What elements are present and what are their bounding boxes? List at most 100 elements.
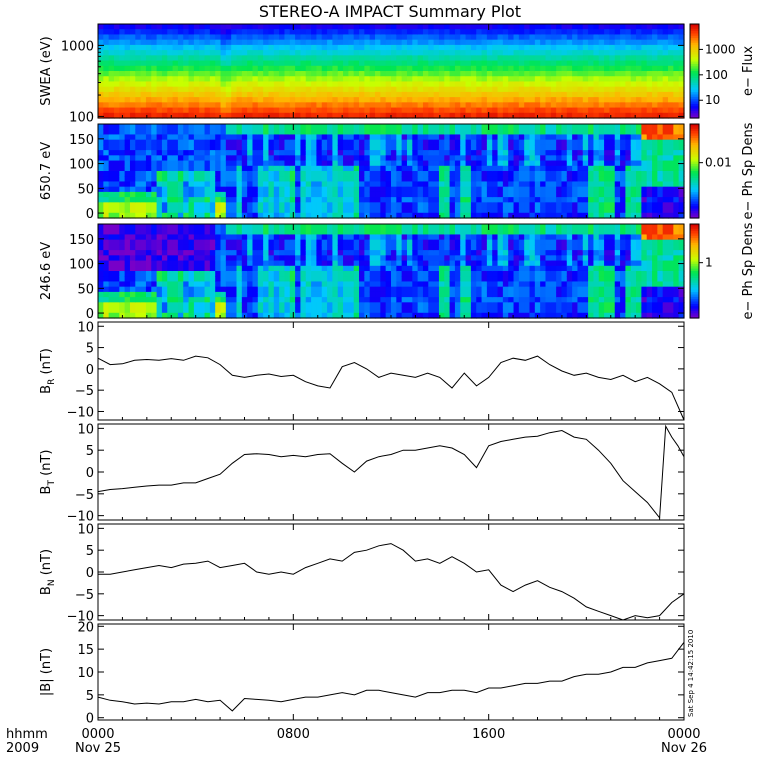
swea-cell bbox=[561, 112, 568, 119]
swea-cell bbox=[119, 81, 126, 88]
pad246-cell bbox=[156, 297, 163, 303]
pad650-cell bbox=[311, 212, 318, 219]
swea-cell bbox=[513, 34, 520, 41]
pad246-cell bbox=[263, 239, 270, 246]
pad650-cell bbox=[657, 124, 664, 130]
pad650-cell bbox=[534, 207, 541, 214]
pad650-cell bbox=[199, 134, 206, 141]
swea-cell bbox=[332, 91, 339, 98]
pad650-cell bbox=[636, 124, 642, 130]
swea-cell bbox=[406, 86, 413, 93]
pad650-cell bbox=[582, 129, 589, 136]
swea-cell bbox=[247, 39, 254, 46]
swea-cell bbox=[140, 71, 147, 77]
pad650-cell bbox=[433, 129, 440, 136]
pad246-cell bbox=[119, 244, 126, 251]
pad650-cell bbox=[375, 144, 381, 151]
pad650-cell bbox=[220, 171, 227, 177]
swea-cell bbox=[98, 112, 104, 119]
swea-cell bbox=[311, 97, 318, 103]
pad246-cell bbox=[215, 239, 222, 246]
pad246-cell bbox=[209, 271, 216, 277]
swea-cell bbox=[540, 81, 547, 88]
pad650-cell bbox=[103, 171, 110, 177]
swea-cell bbox=[284, 102, 291, 109]
pad650-cell bbox=[145, 150, 152, 156]
pad650-cell bbox=[300, 197, 307, 203]
pad650-cell bbox=[577, 181, 584, 188]
pad246-cell bbox=[204, 224, 211, 230]
swea-cell bbox=[657, 102, 664, 109]
swea-cell bbox=[183, 86, 190, 93]
swea-cell bbox=[193, 60, 200, 67]
pad650-cell bbox=[343, 171, 349, 177]
pad650-cell bbox=[614, 129, 621, 136]
pad650-cell bbox=[353, 197, 360, 203]
pad246-cell bbox=[215, 255, 222, 262]
pad650-cell bbox=[572, 171, 579, 177]
swea-cell bbox=[534, 86, 541, 93]
swea-cell bbox=[412, 65, 419, 72]
pad650-cell bbox=[652, 212, 658, 219]
pad650-cell bbox=[145, 207, 152, 214]
swea-cell bbox=[209, 60, 216, 67]
swea-cell bbox=[108, 86, 115, 93]
swea-cell bbox=[98, 39, 104, 46]
colorbar-segment bbox=[690, 145, 699, 149]
pad650-cell bbox=[348, 155, 355, 162]
swea-cell bbox=[598, 97, 605, 103]
pad650-cell bbox=[359, 160, 365, 167]
pad246-cell bbox=[215, 260, 222, 267]
pad246-cell bbox=[327, 224, 333, 230]
pad650-cell bbox=[593, 207, 600, 214]
swea-cell bbox=[449, 50, 456, 56]
pad650-cell bbox=[513, 186, 520, 193]
swea-cell bbox=[609, 39, 616, 46]
pad650-cell bbox=[662, 165, 669, 172]
swea-cell bbox=[231, 81, 238, 88]
swea-cell bbox=[609, 81, 616, 88]
pad650-cell bbox=[396, 155, 403, 162]
swea-cell bbox=[257, 76, 264, 83]
swea-cell bbox=[241, 97, 248, 103]
swea-cell bbox=[545, 65, 552, 72]
swea-cell bbox=[460, 34, 467, 41]
pad650-cell bbox=[161, 124, 168, 130]
swea-cell bbox=[225, 71, 232, 77]
colorbar-segment bbox=[690, 208, 699, 212]
swea-cell bbox=[449, 76, 456, 83]
swea-cell bbox=[108, 44, 115, 51]
swea-cell bbox=[668, 71, 674, 77]
pad650-cell bbox=[502, 171, 509, 177]
swea-cell bbox=[438, 65, 445, 72]
pad650-cell bbox=[625, 160, 632, 167]
swea-cell bbox=[316, 91, 323, 98]
swea-cell bbox=[98, 107, 104, 114]
pad650-cell bbox=[172, 207, 179, 214]
pad650-cell bbox=[641, 124, 648, 130]
swea-cell bbox=[193, 97, 200, 103]
pad650-cell bbox=[231, 181, 238, 188]
pad650-cell bbox=[98, 181, 104, 188]
pad650-cell bbox=[566, 139, 573, 146]
pad650-cell bbox=[636, 212, 642, 219]
swea-cell bbox=[556, 44, 563, 51]
swea-cell bbox=[268, 97, 275, 103]
pad246-cell bbox=[279, 239, 286, 246]
swea-cell bbox=[518, 24, 525, 30]
swea-cell bbox=[353, 76, 360, 83]
pad650-cell bbox=[422, 186, 429, 193]
swea-cell bbox=[343, 24, 349, 30]
swea-cell bbox=[369, 34, 376, 41]
swea-cell bbox=[321, 65, 328, 72]
pad650-cell bbox=[305, 181, 312, 188]
swea-cell bbox=[263, 29, 270, 36]
swea-cell bbox=[108, 81, 115, 88]
pad650-cell bbox=[556, 171, 563, 177]
pad650-cell bbox=[641, 202, 648, 209]
pad246-cell bbox=[279, 271, 286, 277]
swea-cell bbox=[662, 39, 669, 46]
swea-cell bbox=[545, 29, 552, 36]
swea-cell bbox=[172, 65, 179, 72]
swea-cell bbox=[103, 76, 110, 83]
